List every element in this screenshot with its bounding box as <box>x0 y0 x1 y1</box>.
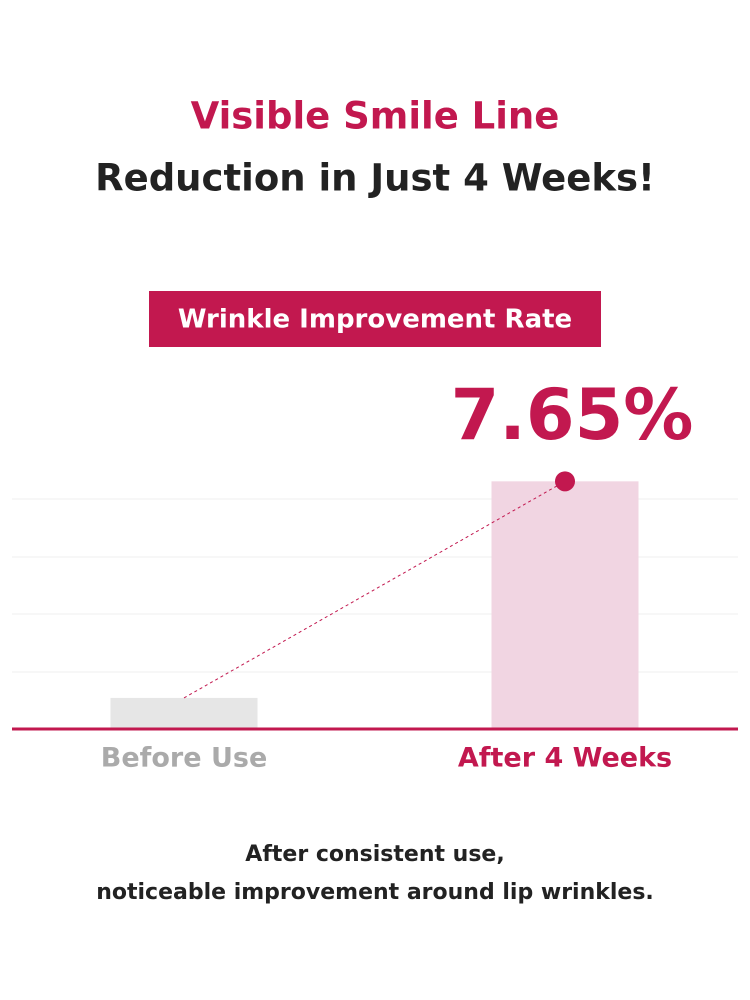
plot: Before Use After 4 Weeks 7.65% <box>12 374 738 774</box>
value-label: 7.65% <box>451 374 694 456</box>
subtitle: Reduction in Just 4 Weeks! <box>95 157 655 200</box>
chart-title-badge <box>149 291 601 347</box>
bar <box>110 697 258 729</box>
highlight-dot <box>555 471 575 492</box>
chart-title: Wrinkle Improvement Rate <box>178 305 572 335</box>
trend-line <box>183 480 566 699</box>
footer-text: After consistent use, <box>245 842 504 867</box>
x-tick-label: Before Use <box>101 743 268 774</box>
footer-text: noticeable improvement around lip wrinkl… <box>96 880 654 905</box>
x-tick-label: After 4 Weeks <box>458 743 672 774</box>
title: Visible Smile Line <box>191 95 560 138</box>
bar <box>491 481 639 729</box>
